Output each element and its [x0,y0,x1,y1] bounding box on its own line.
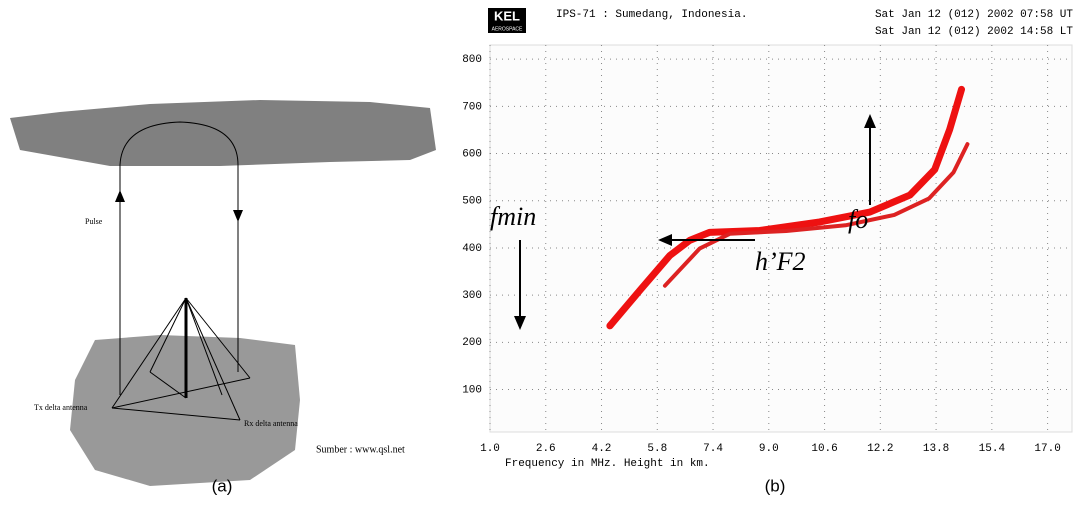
y-tick-label: 200 [462,337,482,349]
plot: 100 200 300 400 500 600 700 800 1.0 2.6 4.2 5.8 7.4 9… [462,44,1073,455]
y-tick-label: 400 [462,243,482,255]
x-tick-label: 5.8 [647,443,667,455]
x-tick-label: 1.0 [480,443,500,455]
source-label: Sumber : www.qsl.net [316,444,405,455]
caption-a: (a) [212,476,233,495]
y-tick-label: 100 [462,384,482,396]
x-tick-label: 2.6 [536,443,556,455]
x-tick-label: 12.2 [867,443,893,455]
chart-title: IPS-71 : Sumedang, Indonesia. [556,9,747,21]
fo-arrowhead [864,114,876,128]
trace [606,85,966,330]
fo-label: fo [848,205,868,234]
fmin-arrowhead [514,316,526,330]
x-tick-label: 17.0 [1034,443,1060,455]
x-tick-label: 13.8 [923,443,949,455]
x-axis-label: Frequency in MHz. Height in km. [505,458,710,470]
rx-label: Rx delta antenna [244,419,298,428]
fmin-label: fmin [490,202,536,231]
pulse-label: Pulse [85,217,103,226]
x-tick-label: 9.0 [759,443,779,455]
plot-area [489,44,1073,433]
arrow-up [115,190,125,202]
trace [662,142,970,288]
x-tick-label: 15.4 [979,443,1006,455]
logo-sub: AEROSPACE [492,26,523,32]
annotations: fmin fo h’F2 [490,114,876,330]
logo: KEL [494,8,520,23]
time-lt: Sat Jan 12 (012) 2002 14:58 LT [875,26,1073,38]
delta-antennas [111,297,251,421]
caption-b: (b) [765,476,786,495]
y-tick-label: 700 [462,101,482,113]
hf2-arrowhead [658,234,672,246]
ground [70,335,300,486]
x-tick-label: 4.2 [592,443,612,455]
logo-box [488,8,526,33]
y-tick-label: 300 [462,290,482,302]
y-tick-label: 800 [462,54,482,66]
arrow-down [233,210,243,222]
time-ut: Sat Jan 12 (012) 2002 07:58 UT [875,9,1073,21]
reflection-arc [119,121,239,166]
tx-label: Tx delta antenna [34,403,88,412]
y-tick-label: 500 [462,196,482,208]
y-tick-label: 600 [462,148,482,160]
hf2-label: h’F2 [755,247,806,276]
x-tick-label: 10.6 [811,443,837,455]
x-tick-label: 7.4 [703,443,723,455]
